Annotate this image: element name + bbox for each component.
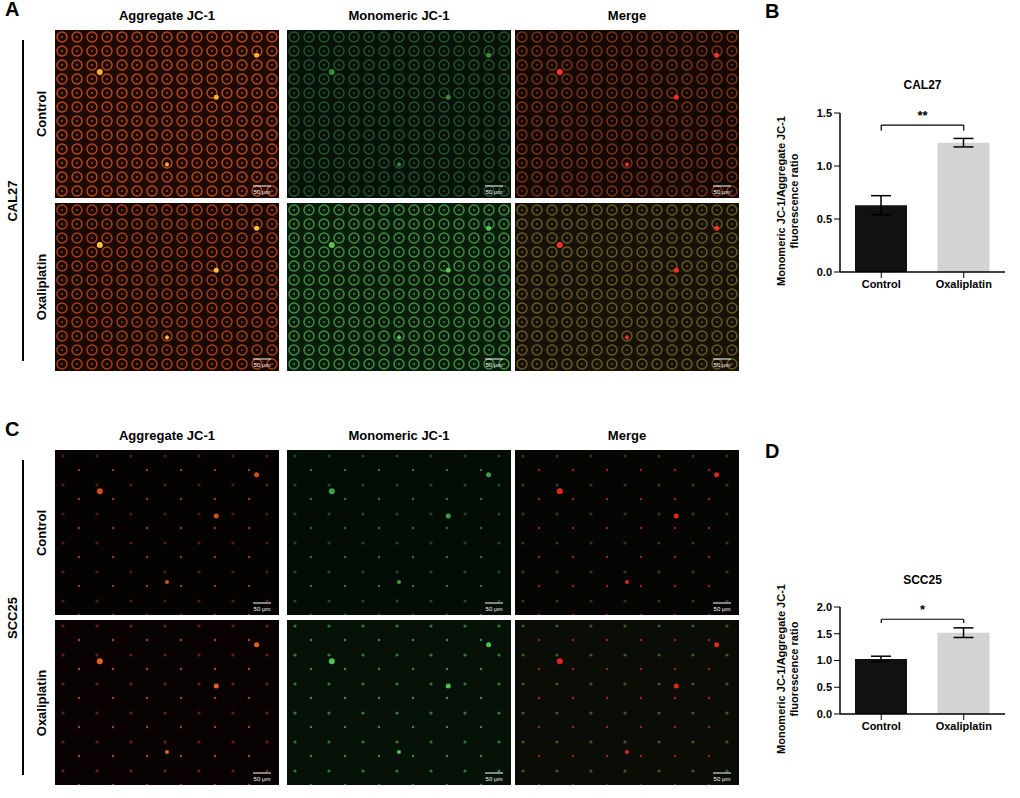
svg-text:50 μm: 50 μm bbox=[486, 189, 503, 195]
html-text:SCC25: SCC25 bbox=[903, 573, 942, 587]
html-text:Oxaliplatin: Oxaliplatin bbox=[33, 669, 49, 736]
svg-text:50 μm: 50 μm bbox=[714, 189, 731, 195]
html-text:Monomeric JC-1: Monomeric JC-1 bbox=[348, 428, 450, 443]
html-text:CAL27: CAL27 bbox=[903, 78, 942, 92]
html-text:Aggregate JC-1: Aggregate JC-1 bbox=[119, 428, 215, 443]
svg-text:50 μm: 50 μm bbox=[714, 606, 731, 612]
svg-text:50 μm: 50 μm bbox=[714, 776, 731, 782]
html-text:Monomeric JC-1/Aggregate JC-1: Monomeric JC-1/Aggregate JC-1 fluorescen… bbox=[775, 115, 800, 286]
svg-text:0.0: 0.0 bbox=[817, 266, 832, 278]
svg-text:Control: Control bbox=[862, 278, 901, 290]
svg-text:1.5: 1.5 bbox=[817, 107, 832, 119]
html-text:Control: Control bbox=[33, 90, 49, 138]
svg-text:50 μm: 50 μm bbox=[254, 776, 271, 782]
html-text:CAL27: CAL27 bbox=[4, 179, 20, 222]
html-text:D: D bbox=[765, 440, 780, 462]
html-text:Oxaliplatin: Oxaliplatin bbox=[33, 253, 49, 321]
svg-text:Oxaliplatin: Oxaliplatin bbox=[936, 278, 993, 290]
html-text:B: B bbox=[765, 0, 780, 22]
svg-text:0.0: 0.0 bbox=[817, 708, 832, 720]
html-text:Monomeric JC-1: Monomeric JC-1 bbox=[348, 8, 450, 23]
svg-text:50 μm: 50 μm bbox=[486, 606, 503, 612]
svg-text:1.0: 1.0 bbox=[817, 160, 832, 172]
html-text:Control: Control bbox=[33, 509, 49, 556]
html-text:C: C bbox=[5, 418, 20, 440]
svg-text:2.0: 2.0 bbox=[817, 601, 832, 613]
svg-text:50 μm: 50 μm bbox=[486, 362, 503, 368]
svg-text:50 μm: 50 μm bbox=[254, 189, 271, 195]
svg-text:**: ** bbox=[917, 108, 928, 123]
svg-text:Control: Control bbox=[862, 720, 901, 732]
svg-text:0.5: 0.5 bbox=[817, 213, 832, 225]
svg-text:Oxaliplatin: Oxaliplatin bbox=[936, 720, 993, 732]
svg-text:*: * bbox=[920, 602, 926, 617]
html-text:SCC25: SCC25 bbox=[4, 596, 20, 639]
html-text:Merge: Merge bbox=[607, 8, 647, 23]
svg-text:1.0: 1.0 bbox=[817, 654, 832, 666]
html-text:Aggregate JC-1: Aggregate JC-1 bbox=[119, 8, 215, 23]
svg-text:50 μm: 50 μm bbox=[254, 362, 271, 368]
html-text:Monomeric JC-1/Aggregate JC-1: Monomeric JC-1/Aggregate JC-1 fluorescen… bbox=[775, 583, 800, 754]
html-text:Merge: Merge bbox=[607, 428, 647, 443]
svg-text:1.5: 1.5 bbox=[817, 628, 832, 640]
svg-text:50 μm: 50 μm bbox=[486, 776, 503, 782]
svg-text:0.5: 0.5 bbox=[817, 681, 832, 693]
svg-text:50 μm: 50 μm bbox=[254, 606, 271, 612]
svg-text:50 μm: 50 μm bbox=[714, 362, 731, 368]
